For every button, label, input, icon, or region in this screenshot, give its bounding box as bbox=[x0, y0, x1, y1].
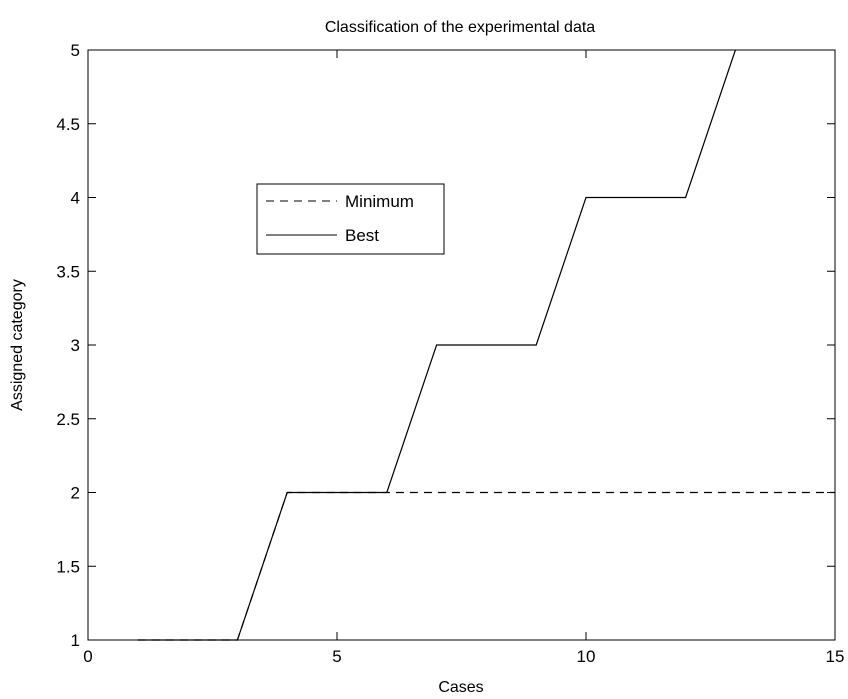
y-tick-label: 1.5 bbox=[56, 557, 80, 576]
y-tick-label: 5 bbox=[71, 41, 80, 60]
x-tick-label: 10 bbox=[577, 647, 596, 666]
x-tick-label: 0 bbox=[83, 647, 92, 666]
series-line-minimum bbox=[137, 491, 835, 641]
x-axis-ticks: 0 5 10 15 bbox=[83, 50, 844, 666]
x-tick-label: 15 bbox=[826, 647, 845, 666]
y-tick-label: 3.5 bbox=[56, 262, 80, 281]
y-tick-label: 3 bbox=[71, 336, 80, 355]
legend-box bbox=[256, 183, 445, 255]
y-tick-label: 4.5 bbox=[56, 115, 80, 134]
y-tick-label: 2 bbox=[71, 484, 80, 503]
x-tick-label: 5 bbox=[332, 647, 341, 666]
chart-title: Classification of the experimental data bbox=[325, 19, 595, 36]
y-axis-label: Assigned category bbox=[9, 279, 26, 411]
legend-label-minimum: Minimum bbox=[345, 192, 414, 211]
series-layer bbox=[137, 49, 835, 641]
legend-label-best: Best bbox=[345, 226, 379, 245]
series-line-best bbox=[137, 49, 736, 641]
legend: Minimum Best bbox=[256, 183, 445, 255]
y-axis-ticks: 1 1.5 2 2.5 3 3.5 4 4.5 5 bbox=[56, 41, 835, 650]
y-tick-label: 1 bbox=[71, 631, 80, 650]
plot-area: 0 5 10 15 1 1.5 2 2.5 3 3.5 4 4.5 5 bbox=[56, 41, 844, 666]
y-tick-label: 2.5 bbox=[56, 410, 80, 429]
x-axis-label: Cases bbox=[438, 679, 483, 696]
y-tick-label: 4 bbox=[71, 189, 80, 208]
